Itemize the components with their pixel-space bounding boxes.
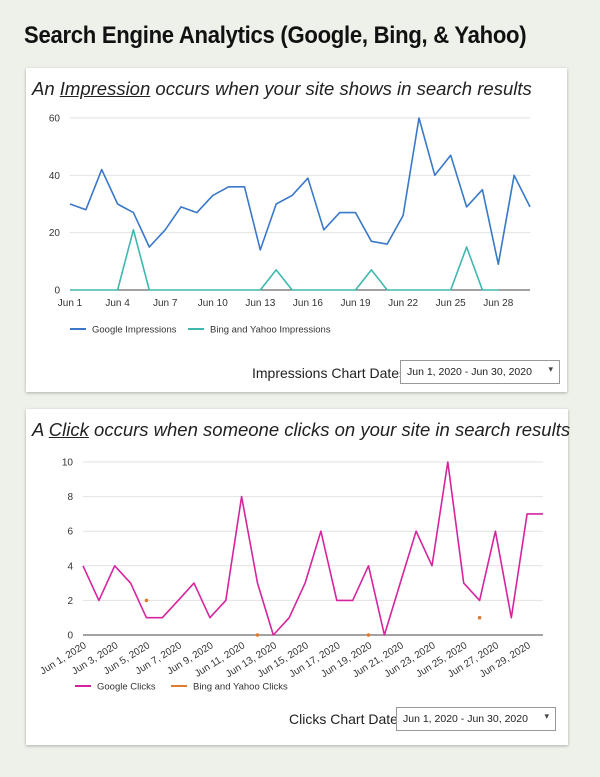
x-tick-label: Jun 22 bbox=[388, 298, 418, 309]
impressions-date-range-value: Jun 1, 2020 - Jun 30, 2020 bbox=[407, 366, 532, 378]
y-tick-label: 10 bbox=[62, 458, 74, 469]
impressions-chart: 0 20 40 60 Jun 1 Jun 4 Jun 7 Jun 10 Jun 13 Jun 16… bbox=[49, 114, 531, 336]
clicks-heading-keyword: Click bbox=[48, 419, 89, 440]
clicks-heading: A Click occurs when someone clicks on yo… bbox=[32, 419, 570, 441]
clicks-card: A Click occurs when someone clicks on yo… bbox=[26, 409, 570, 745]
y-tick-label: 2 bbox=[67, 596, 73, 607]
data-point bbox=[255, 633, 260, 637]
series-line bbox=[82, 461, 543, 636]
data-point bbox=[477, 615, 482, 620]
y-tick-label: 6 bbox=[67, 527, 73, 538]
x-tick-label: Jun 10 bbox=[198, 298, 228, 309]
x-tick-label: Jun 25 bbox=[436, 298, 466, 309]
series-line bbox=[69, 117, 531, 265]
series-line bbox=[70, 229, 499, 291]
legend-label: Bing and Yahoo Clicks bbox=[193, 682, 288, 693]
legend-label: Bing and Yahoo Impressions bbox=[210, 325, 331, 336]
series-bing-and-yahoo-impressions bbox=[69, 229, 499, 291]
series-google-impressions bbox=[69, 117, 531, 265]
clicks-date-label: Clicks Chart Dates bbox=[289, 711, 405, 727]
impressions-card: An Impression occurs when your site show… bbox=[26, 68, 567, 392]
y-tick-label: 0 bbox=[54, 286, 60, 297]
y-tick-label: 0 bbox=[67, 631, 73, 642]
legend-label: Google Clicks bbox=[97, 682, 156, 693]
impressions-date-range-select[interactable]: Jun 1, 2020 - Jun 30, 2020 ▾ bbox=[400, 360, 560, 384]
data-point bbox=[144, 598, 149, 603]
clicks-heading-prefix: A bbox=[32, 419, 49, 440]
y-tick-label: 60 bbox=[49, 114, 61, 125]
clicks-date-range-select[interactable]: Jun 1, 2020 - Jun 30, 2020 ▾ bbox=[396, 707, 556, 731]
series-google-clicks bbox=[82, 461, 544, 636]
legend-label: Google Impressions bbox=[92, 325, 177, 336]
y-tick-label: 8 bbox=[67, 492, 73, 503]
clicks-date-range-value: Jun 1, 2020 - Jun 30, 2020 bbox=[403, 713, 528, 725]
series-bing-and-yahoo-clicks bbox=[144, 598, 482, 637]
x-tick-label: Jun 16 bbox=[293, 298, 323, 309]
x-tick-label: Jun 28 bbox=[483, 298, 513, 309]
x-tick-label: Jun 19 bbox=[341, 298, 371, 309]
x-tick-label: Jun 4 bbox=[105, 298, 130, 309]
impressions-heading: An Impression occurs when your site show… bbox=[32, 78, 532, 100]
x-tick-label: Jun 1 bbox=[58, 298, 83, 309]
y-tick-label: 4 bbox=[67, 561, 73, 572]
y-tick-label: 40 bbox=[49, 171, 61, 182]
y-tick-label: 20 bbox=[49, 228, 61, 239]
data-point bbox=[366, 633, 371, 637]
clicks-heading-suffix: occurs when someone clicks on your site … bbox=[88, 419, 571, 440]
x-tick-label: Jun 7 bbox=[153, 298, 178, 309]
dropdown-caret-icon: ▾ bbox=[548, 364, 553, 374]
impressions-date-label: Impressions Chart Dates bbox=[252, 365, 407, 381]
impressions-heading-prefix: An bbox=[32, 78, 60, 99]
dropdown-caret-icon: ▾ bbox=[544, 711, 549, 721]
impressions-heading-keyword: Impression bbox=[59, 78, 151, 99]
page-title: Search Engine Analytics (Google, Bing, &… bbox=[24, 22, 527, 49]
impressions-heading-suffix: occurs when your site shows in search re… bbox=[150, 78, 532, 99]
x-tick-label: Jun 13 bbox=[245, 298, 275, 309]
